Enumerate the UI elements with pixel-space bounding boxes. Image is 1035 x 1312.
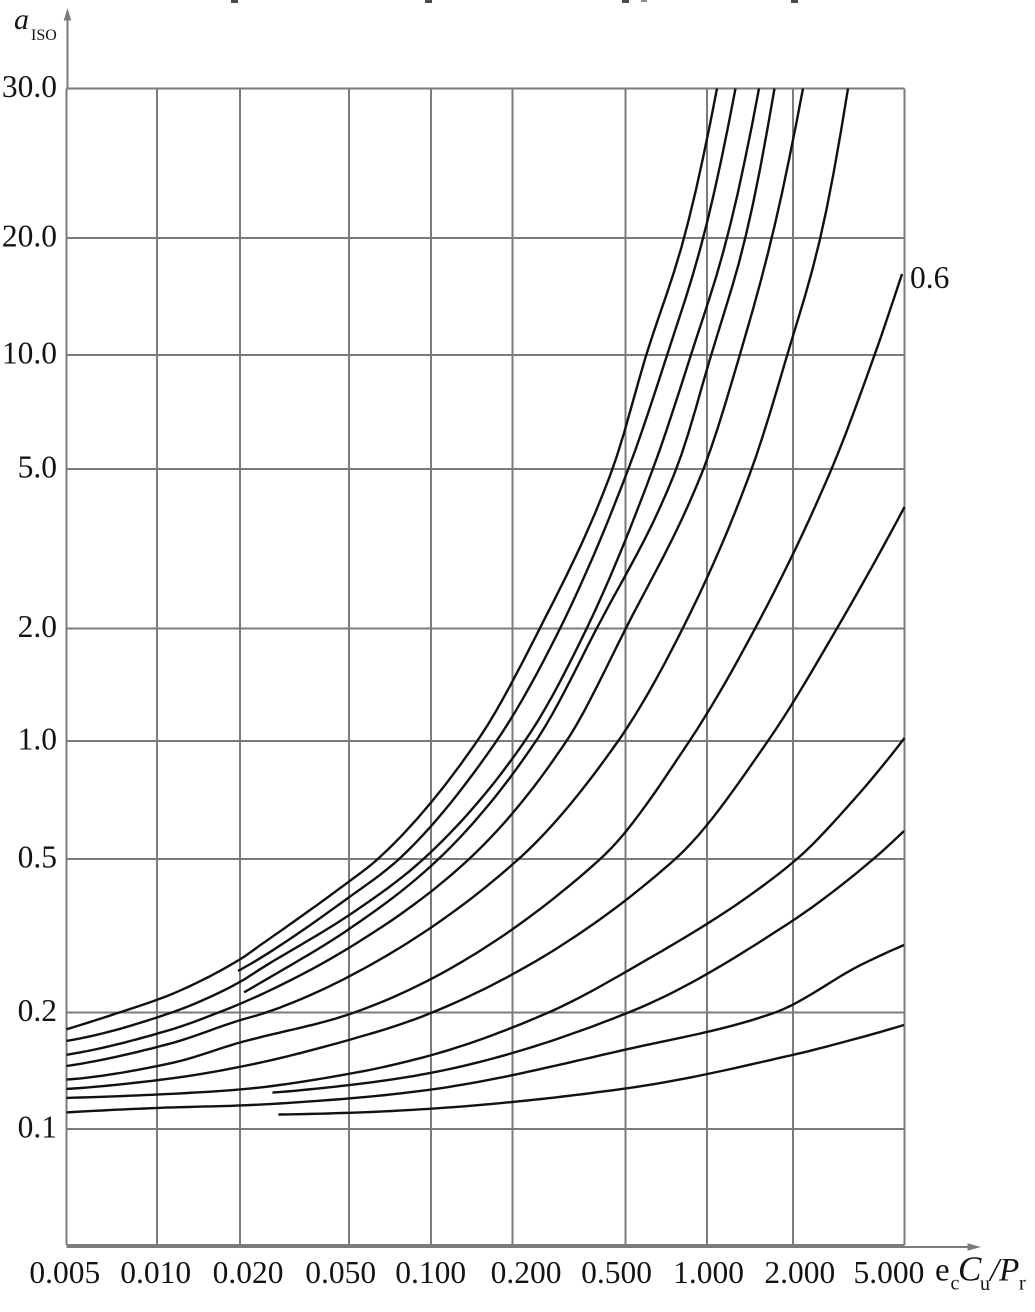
svg-text:ISO: ISO <box>31 27 57 44</box>
svg-text:a: a <box>14 3 29 36</box>
svg-text:e: e <box>935 1253 950 1289</box>
svg-text:10.0: 10.0 <box>2 336 57 371</box>
svg-text:u: u <box>980 1273 990 1295</box>
svg-text:2.0: 2.0 <box>18 609 57 644</box>
svg-text:0.6: 0.6 <box>910 260 949 295</box>
svg-text:1.000: 1.000 <box>673 1255 744 1290</box>
svg-text:0.050: 0.050 <box>305 1255 376 1290</box>
svg-text:c: c <box>951 1273 960 1295</box>
svg-text:0.2: 0.2 <box>18 993 57 1028</box>
svg-text:5.000: 5.000 <box>853 1255 924 1290</box>
svg-text:0.500: 0.500 <box>581 1255 652 1290</box>
svg-text:0.005: 0.005 <box>29 1255 100 1290</box>
svg-text:2.000: 2.000 <box>764 1255 835 1290</box>
svg-text:20.0: 20.0 <box>2 219 57 254</box>
svg-text:5.0: 5.0 <box>18 450 57 485</box>
svg-text:0.010: 0.010 <box>120 1255 191 1290</box>
svg-text:0.5: 0.5 <box>18 840 57 875</box>
svg-text:30.0: 30.0 <box>2 69 57 104</box>
svg-text:0.200: 0.200 <box>491 1255 562 1290</box>
svg-text:0.100: 0.100 <box>395 1255 466 1290</box>
svg-text:1.0: 1.0 <box>18 722 57 757</box>
svg-text:0.020: 0.020 <box>213 1255 284 1290</box>
svg-text:0.1: 0.1 <box>18 1110 57 1145</box>
svg-text:r: r <box>1019 1273 1026 1295</box>
svg-text:C: C <box>958 1250 982 1289</box>
svg-text:/P: /P <box>988 1253 1019 1289</box>
